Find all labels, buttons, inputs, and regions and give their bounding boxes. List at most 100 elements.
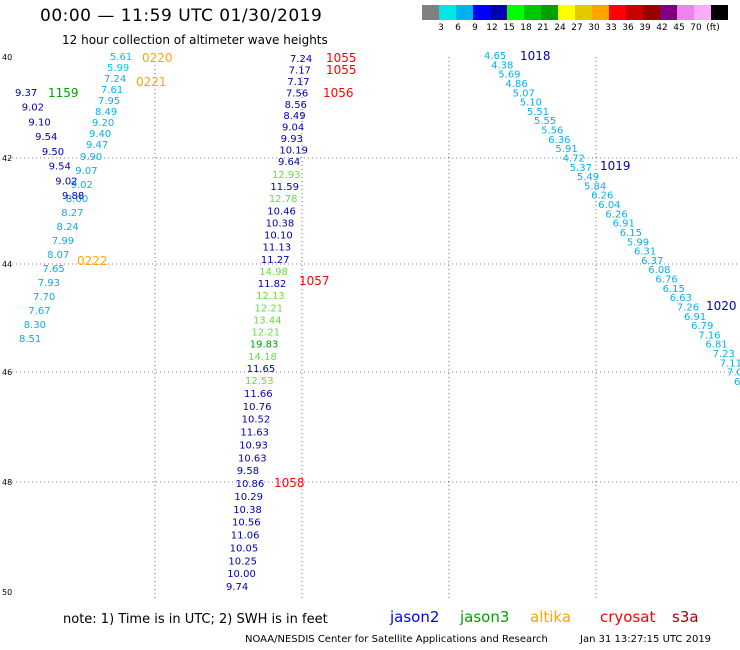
legend-swatch: [507, 5, 524, 20]
wave-height-value: 6.36: [548, 135, 570, 146]
legend-swatch: [456, 5, 473, 20]
legend-swatch: [643, 5, 660, 20]
wave-height-value: 9.88: [62, 191, 84, 202]
wave-height-value: 10.76: [243, 402, 272, 413]
wave-height-value: 5.10: [520, 98, 542, 109]
wave-height-value: 7.61: [101, 85, 123, 96]
wave-height-value: 7.70: [33, 292, 55, 303]
wave-height-value: 10.05: [230, 543, 259, 554]
wave-height-value: 14.98: [259, 267, 288, 278]
wave-height-value: 7.0: [727, 368, 740, 379]
wave-height-value: 11.65: [247, 364, 276, 375]
legend-label: 18: [520, 23, 532, 33]
wave-height-value: 5.51: [527, 107, 549, 118]
wave-height-value: 7.17: [287, 77, 309, 88]
credit-line: NOAA/NESDIS Center for Satellite Applica…: [245, 634, 548, 645]
wave-height-value: 10.63: [238, 453, 267, 464]
pass-time-label: 1159: [48, 86, 79, 100]
wave-height-value: 12.93: [272, 170, 301, 181]
legend-label: 45: [673, 23, 685, 33]
pass-time-label: 1057: [299, 274, 330, 288]
x-tick-label: -123: [586, 604, 604, 605]
legend-swatch: [558, 5, 575, 20]
legend-swatch: [660, 5, 677, 20]
legend-swatch: [541, 5, 558, 20]
wave-height-value: 14.18: [248, 352, 277, 363]
y-tick-label: 40: [2, 53, 12, 62]
wave-height-value: 7.24: [290, 54, 312, 65]
wave-height-value: 10.93: [239, 440, 268, 451]
wave-height-map: -135 -132 -129 -126 -123 -120 40 42 44 46 48 50 5.6…: [1, 49, 740, 605]
legend-swatch: [422, 5, 439, 20]
wave-height-value: 10.00: [227, 569, 256, 580]
wave-height-value: 8.49: [283, 111, 305, 122]
wave-height-value: 4.86: [505, 79, 527, 90]
wave-height-value: 9.74: [226, 582, 248, 593]
wave-height-value: 12.78: [269, 194, 298, 205]
pass-time-label: 1058: [274, 476, 305, 490]
wave-height-value: 11.82: [258, 279, 287, 290]
x-tick-label: -120: [730, 604, 740, 605]
wave-height-value: 5.07: [513, 88, 535, 99]
wave-height-value: 7.56: [286, 88, 308, 99]
legend-label: 24: [554, 23, 566, 33]
wave-height-value: 11.06: [231, 531, 260, 542]
satellite-name: jason3: [460, 608, 510, 626]
legend-swatch: [626, 5, 643, 20]
legend-swatch: [575, 5, 592, 20]
wave-height-value: 9.07: [75, 166, 97, 177]
wave-height-value: 7.24: [104, 74, 126, 85]
wave-height-value: 8.07: [47, 250, 69, 261]
y-tick-label: 50: [2, 588, 12, 597]
wave-height-value: 4.72: [563, 153, 585, 164]
wave-height-value: 10.86: [236, 479, 265, 490]
x-tick-label: -126: [439, 604, 457, 605]
wave-height-value: 10.56: [232, 518, 261, 529]
legend-label: 9: [472, 23, 478, 33]
legend-swatch: [592, 5, 609, 20]
wave-height-value: 6.08: [648, 265, 670, 276]
y-tick-label: 46: [2, 368, 12, 377]
wave-height-value: 9.40: [89, 129, 111, 140]
legend-label: 27: [571, 23, 583, 33]
wave-height-value: 9.04: [282, 123, 304, 134]
wave-height-value: 9.54: [35, 132, 57, 143]
pass-time-label: 1020: [706, 299, 737, 313]
wave-height-value: 12.21: [255, 303, 284, 314]
wave-height-value: 11.59: [270, 182, 299, 193]
wave-height-value: 9.93: [281, 134, 303, 145]
legend-swatch: [609, 5, 626, 20]
wave-height-value: 9.50: [42, 147, 64, 158]
wave-height-value: 12.13: [256, 291, 285, 302]
legend-label: 70: [690, 23, 702, 33]
wave-height-value: 4.65: [484, 51, 506, 62]
wave-height-value: 11.27: [261, 255, 290, 266]
legend-label: 3: [438, 23, 444, 33]
wave-height-value: 9.02: [55, 176, 77, 187]
wave-height-value: 10.29: [234, 492, 263, 503]
axis-ticks: -135 -132 -129 -126 -123 -120 40 42 44 46 48 50: [1, 53, 740, 605]
wave-height-value: 8.30: [24, 320, 46, 331]
wave-height-value: 6: [734, 377, 740, 388]
legend-swatch: [473, 5, 490, 20]
wave-height-value: 9.37: [15, 88, 37, 99]
wave-height-value: 6.26: [605, 209, 627, 220]
wave-height-value: 7.16: [698, 330, 720, 341]
wave-height-value: 7.23: [713, 349, 735, 360]
x-tick-label: -129: [292, 604, 310, 605]
wave-height-value: 10.46: [267, 206, 296, 217]
pass-time-label: 0221: [136, 75, 167, 89]
wave-height-value: 5.37: [570, 163, 592, 174]
legend-swatch: [711, 5, 728, 20]
satellite-name: jason2: [390, 608, 440, 626]
pass-time-label: 1055: [326, 63, 357, 77]
wave-height-value: 6.76: [655, 275, 677, 286]
wave-height-value: 11.13: [262, 243, 291, 254]
legend-label: 15: [503, 23, 515, 33]
legend-swatch: [677, 5, 694, 20]
wave-height-value: 6.15: [620, 228, 642, 239]
wave-height-value: 7.67: [28, 306, 50, 317]
wave-height-value: 5.49: [577, 172, 599, 183]
wave-height-value: 10.52: [242, 415, 271, 426]
